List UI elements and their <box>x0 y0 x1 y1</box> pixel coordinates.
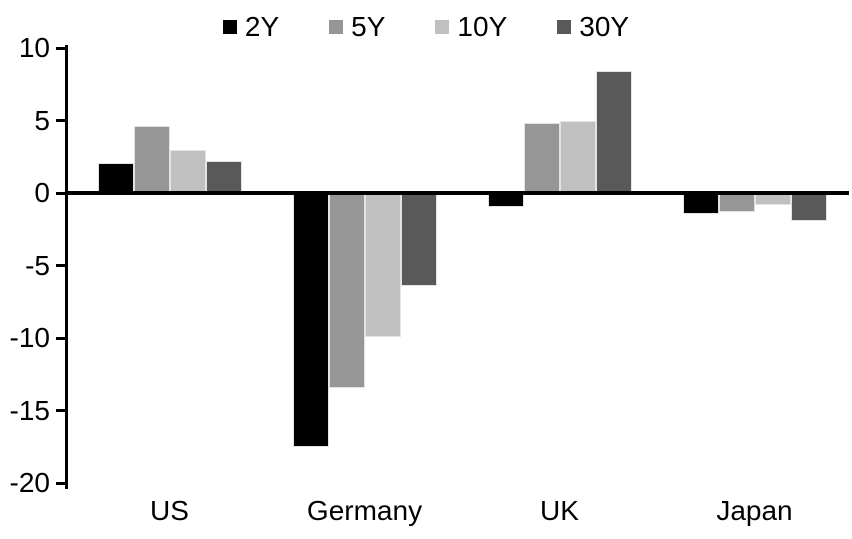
bar-japan-5y <box>718 193 755 213</box>
x-category-label-us: US <box>150 495 189 526</box>
y-axis-tick-label: -20 <box>9 467 50 498</box>
y-axis-tick <box>56 119 65 122</box>
legend-item-5y: 5Y <box>329 13 385 41</box>
legend-label-5y: 5Y <box>351 11 386 42</box>
legend-swatch-10y-icon <box>435 20 450 34</box>
legend-label-30y: 30Y <box>579 11 630 42</box>
legend-swatch-2y-icon <box>222 20 237 34</box>
x-category-label-japan: Japan <box>716 495 793 526</box>
y-axis-tick-label: -10 <box>9 322 50 353</box>
bar-germany-2y <box>292 193 329 448</box>
legend-item-30y: 30Y <box>557 13 629 41</box>
bar-uk-10y <box>559 120 596 195</box>
legend-label-2y: 2Y <box>244 11 280 42</box>
bar-uk-30y <box>595 71 632 195</box>
chart-legend: 2Y 5Y 10Y 30Y <box>0 8 852 46</box>
bar-us-10y <box>169 149 206 195</box>
bar-us-30y <box>205 161 242 195</box>
bar-us-5y <box>133 126 170 195</box>
y-axis-tick-label: 0 <box>34 177 50 208</box>
y-axis-tick-label: -15 <box>9 394 50 426</box>
bar-germany-10y <box>364 193 401 338</box>
legend-swatch-30y-icon <box>557 20 572 34</box>
y-axis-tick <box>56 264 65 267</box>
legend-label-10y: 10Y <box>457 11 508 42</box>
legend-swatch-5y-icon <box>329 20 344 34</box>
y-axis-line <box>65 45 68 489</box>
y-axis-tick <box>56 409 65 412</box>
bar-japan-2y <box>682 193 719 214</box>
zero-line <box>65 191 849 195</box>
y-axis-tick <box>56 336 65 340</box>
x-category-label-germany: Germany <box>306 495 423 526</box>
y-axis-tick <box>56 191 65 195</box>
x-category-label-uk: UK <box>540 495 579 526</box>
bar-germany-30y <box>400 193 437 287</box>
y-axis-tick-label: 5 <box>34 104 50 136</box>
bar-germany-5y <box>328 193 365 388</box>
y-axis-tick-label: -5 <box>25 249 50 281</box>
y-axis-tick <box>56 481 65 485</box>
bar-japan-30y <box>790 193 827 222</box>
y-axis-tick-label: 10 <box>18 32 50 63</box>
y-axis-tick <box>56 46 65 50</box>
legend-item-2y: 2Y <box>222 11 280 42</box>
legend-item-10y: 10Y <box>435 13 507 41</box>
bar-uk-5y <box>523 123 560 195</box>
bar-uk-2y <box>487 193 524 207</box>
